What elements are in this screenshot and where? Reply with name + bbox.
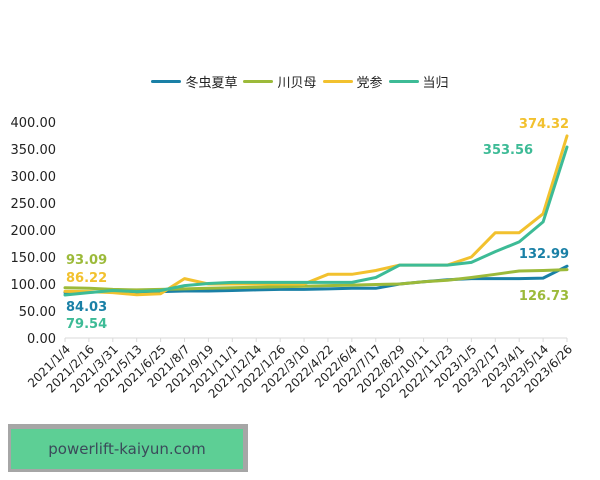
data-label: 86.22 — [66, 271, 107, 286]
y-tick-label: 150.00 — [11, 251, 57, 266]
data-label: 79.54 — [66, 317, 107, 332]
legend-label: 川贝母 — [277, 76, 317, 91]
y-tick-label: 100.00 — [11, 278, 57, 293]
legend-label: 党参 — [356, 76, 383, 91]
legend-label: 冬虫夏草 — [185, 76, 238, 91]
data-label: 126.73 — [519, 289, 569, 304]
y-axis: 0.00 50.00 100.00 150.00 200.00 250.00 300.00 3… — [11, 116, 57, 347]
legend-item-dongchongxiacao[interactable]: 冬虫夏草 — [151, 72, 237, 91]
legend-label: 当归 — [422, 76, 449, 91]
watermark-banner: powerlift-kaiyun.com — [8, 424, 248, 472]
y-tick-label: 400.00 — [11, 116, 57, 131]
data-label: 84.03 — [66, 300, 107, 315]
data-labels: 93.09 86.22 84.03 79.54 374.32 353.56 132.99 12… — [66, 117, 569, 332]
legend-swatch-icon — [322, 80, 353, 83]
series-line — [63, 145, 569, 297]
series-lines — [63, 134, 569, 297]
x-axis: 2021/1/42021/2/162021/3/312021/5/132021/… — [25, 337, 575, 401]
data-label: 374.32 — [519, 117, 569, 132]
data-label: 353.56 — [483, 143, 533, 158]
legend: 冬虫夏草 川贝母 党参 当归 — [0, 72, 600, 91]
legend-item-chuanbeimu[interactable]: 川贝母 — [243, 72, 317, 91]
legend-swatch-icon — [388, 80, 419, 83]
y-tick-label: 0.00 — [27, 332, 56, 347]
y-tick-label: 50.00 — [19, 305, 56, 320]
y-tick-label: 350.00 — [11, 143, 57, 158]
legend-item-danggui[interactable]: 当归 — [388, 72, 449, 91]
y-tick-label: 300.00 — [11, 170, 57, 185]
y-tick-label: 200.00 — [11, 224, 57, 239]
watermark-text: powerlift-kaiyun.com — [11, 429, 243, 469]
y-tick-label: 250.00 — [11, 197, 57, 212]
data-label: 93.09 — [66, 253, 107, 268]
data-label: 132.99 — [519, 247, 569, 262]
legend-item-dangshen[interactable]: 党参 — [322, 72, 383, 91]
series-line — [63, 134, 569, 297]
legend-swatch-icon — [151, 80, 182, 83]
legend-swatch-icon — [243, 80, 274, 83]
